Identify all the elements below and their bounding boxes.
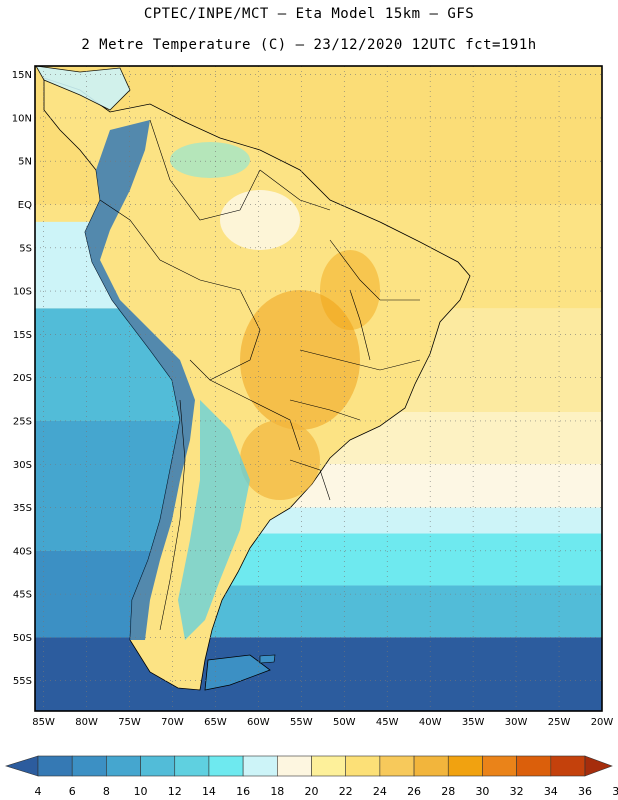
colorbar-level-label: 10: [134, 785, 148, 798]
colorbar-level-label: 6: [69, 785, 76, 798]
colorbar-level-label: 34: [544, 785, 558, 798]
colorbar-level-label: 28: [441, 785, 455, 798]
interior-heat-core: [240, 290, 360, 430]
colorbar-level-label: 20: [305, 785, 319, 798]
lat-label: 5N: [18, 157, 32, 168]
colorbar-swatch: [71, 755, 107, 777]
amazon-cool-patch: [220, 190, 300, 250]
colorbar-swatch: [106, 755, 141, 777]
lon-label: 30W: [505, 717, 528, 728]
ocean-band-8: [35, 637, 602, 711]
latitude-labels: 15N 10N 5N EQ 5S 10S 15S 20S 25S 30S 35S 40S 45S 50S 5…: [12, 70, 32, 687]
brazil-state-borders-east: [349, 289, 371, 361]
colorbar-swatch: [242, 755, 278, 777]
lon-label: 35W: [462, 717, 485, 728]
lon-label: 50W: [333, 717, 356, 728]
colorbar-swatch: [208, 755, 244, 777]
colorbar-level-label: 22: [339, 785, 353, 798]
lon-label: 40W: [419, 717, 442, 728]
colorbar: 4 6 8 10 12 14 16 18 20 22 24 26 28 30 32 34 36 38: [4, 755, 618, 798]
border-bolivia: [189, 289, 261, 381]
lon-label: 80W: [75, 717, 98, 728]
border-colombia-venezuela: [149, 119, 261, 221]
lon-label: 20W: [591, 717, 614, 728]
patagonia-cool-band: [178, 400, 250, 640]
colorbar-swatch: [37, 755, 73, 777]
colorbar-level-label: 16: [236, 785, 250, 798]
border-chile-argentina: [159, 399, 186, 631]
lon-label: 70W: [161, 717, 184, 728]
colorbar-swatch: [345, 755, 381, 777]
lat-label: 15S: [13, 330, 32, 341]
map-title-line2: 2 Metre Temperature (C) – 23/12/2020 12U…: [81, 37, 537, 53]
colorbar-swatch: [140, 755, 176, 777]
lat-label: 45S: [13, 590, 32, 601]
border-paraguay-argentina: [209, 379, 301, 451]
lat-label: 25S: [13, 416, 32, 427]
colorbar-swatch: [482, 755, 517, 777]
map-frame: [34, 65, 603, 712]
brazil-state-borders-central: [299, 349, 421, 371]
brazil-state-borders-north: [329, 239, 420, 301]
colorbar-swatch: [550, 755, 586, 777]
colorbar-level-label: 32: [510, 785, 524, 798]
map-field: [35, 66, 602, 711]
lat-label: 5S: [19, 243, 32, 254]
andes-cold-band: [85, 120, 195, 640]
country-borders: [99, 119, 421, 631]
colorbar-level-label: 4: [35, 785, 42, 798]
colorbar-level-label: 8: [103, 785, 110, 798]
brazil-state-borders-south: [289, 399, 361, 421]
lat-label: 35S: [13, 503, 32, 514]
border-guianas: [259, 169, 331, 211]
colorbar-low-arrow: [4, 755, 39, 777]
lon-label: 65W: [204, 717, 227, 728]
colorbar-level-label: 24: [373, 785, 387, 798]
lon-label: 25W: [548, 717, 571, 728]
colorbar-swatch: [174, 755, 210, 777]
northern-cool-patch: [170, 142, 250, 178]
lon-label: 60W: [247, 717, 270, 728]
border-ecuador-peru: [99, 199, 241, 291]
border-uruguay: [289, 459, 331, 501]
lat-label: 10S: [13, 287, 32, 298]
lon-label: 45W: [376, 717, 399, 728]
lat-label: 10N: [12, 113, 32, 124]
colorbar-high-arrow: [584, 755, 613, 777]
colorbar-level-label: 36: [578, 785, 592, 798]
colorbar-level-label: 14: [202, 785, 216, 798]
colorbar-level-label: 38: [612, 785, 618, 798]
colorbar-level-label: 30: [475, 785, 489, 798]
longitude-labels: 85W 80W 75W 70W 65W 60W 55W 50W 45W 40W 35W 30W 25W 2…: [32, 717, 613, 728]
falkland-islands: [259, 654, 276, 664]
lat-label: 40S: [13, 546, 32, 557]
map-title-line1: CPTEC/INPE/MCT – Eta Model 15km – GFS: [143, 6, 475, 22]
colorbar-swatch: [516, 755, 552, 777]
colorbar-swatch: [311, 755, 346, 777]
lat-label: 30S: [13, 460, 32, 471]
colorbar-level-label: 18: [270, 785, 284, 798]
lon-label: 85W: [32, 717, 55, 728]
tierra-del-fuego: [204, 654, 271, 691]
colorbar-swatch: [413, 755, 449, 777]
lat-label: EQ: [18, 200, 32, 211]
lat-label: 15N: [12, 70, 32, 81]
colorbar-swatch: [277, 755, 312, 777]
southern-heat-core: [240, 420, 320, 500]
lat-label: 50S: [13, 633, 32, 644]
lat-label: 20S: [13, 373, 32, 384]
colorbar-level-label: 12: [168, 785, 182, 798]
lat-label: 55S: [13, 676, 32, 687]
colorbar-swatch: [447, 755, 483, 777]
lon-label: 55W: [290, 717, 313, 728]
lon-label: 75W: [118, 717, 141, 728]
colorbar-swatch: [379, 755, 415, 777]
colorbar-level-label: 26: [407, 785, 421, 798]
